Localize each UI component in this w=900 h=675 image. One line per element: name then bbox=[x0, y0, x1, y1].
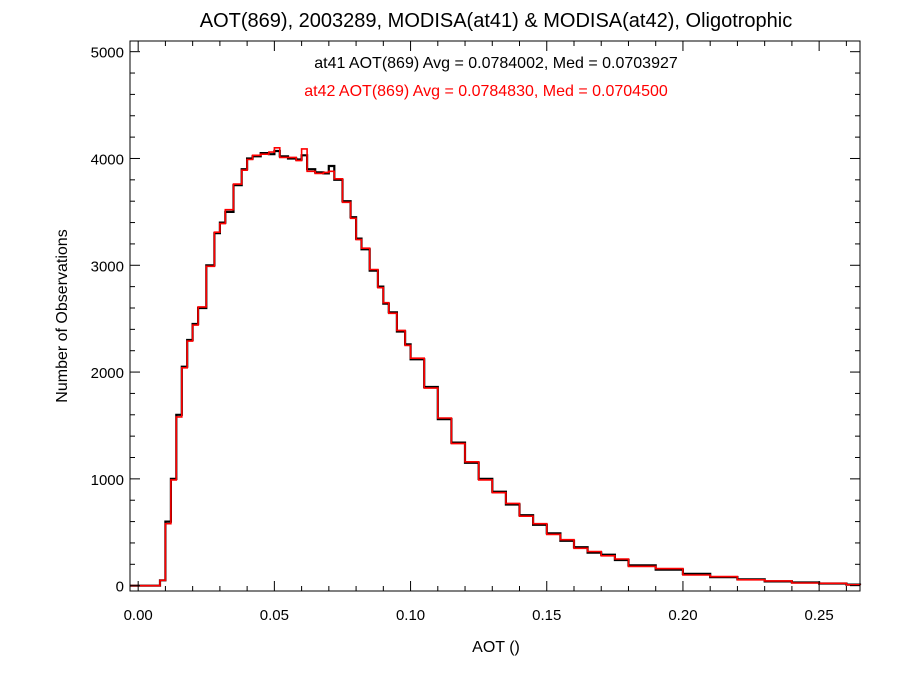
plot-frame bbox=[129, 40, 861, 592]
y-tick-label: 2000 bbox=[91, 365, 124, 382]
y-tick-label: 5000 bbox=[91, 45, 124, 62]
chart-title: AOT(869), 2003289, MODISA(at41) & MODISA… bbox=[200, 10, 792, 32]
series-line-at42 bbox=[130, 147, 861, 587]
x-tick-label: 0.00 bbox=[124, 607, 153, 624]
y-tick-label: 0 bbox=[116, 579, 124, 596]
y-axis-label: Number of Observations bbox=[54, 229, 71, 402]
y-tick-label: 3000 bbox=[91, 258, 124, 275]
annotation-at42: at42 AOT(869) Avg = 0.0784830, Med = 0.0… bbox=[304, 83, 668, 100]
x-tick-label: 0.05 bbox=[260, 607, 289, 624]
annotation-at41: at41 AOT(869) Avg = 0.0784002, Med = 0.0… bbox=[314, 55, 678, 72]
x-tick-label: 0.25 bbox=[805, 607, 834, 624]
annotations: at41 AOT(869) Avg = 0.0784002, Med = 0.0… bbox=[304, 55, 678, 100]
series-line-at41 bbox=[130, 149, 862, 587]
y-tick-label: 4000 bbox=[91, 151, 124, 168]
x-tick-label: 0.20 bbox=[668, 607, 697, 624]
x-axis-label: AOT () bbox=[472, 639, 520, 656]
axes: 0.00 0.05 0.10 0.15 0.20 0.25 0 1000 2000 3000 400… bbox=[91, 41, 860, 624]
series-layer bbox=[130, 147, 862, 587]
x-tick-label: 0.10 bbox=[396, 607, 425, 624]
y-tick-label: 1000 bbox=[91, 472, 124, 489]
x-tick-label: 0.15 bbox=[532, 607, 561, 624]
